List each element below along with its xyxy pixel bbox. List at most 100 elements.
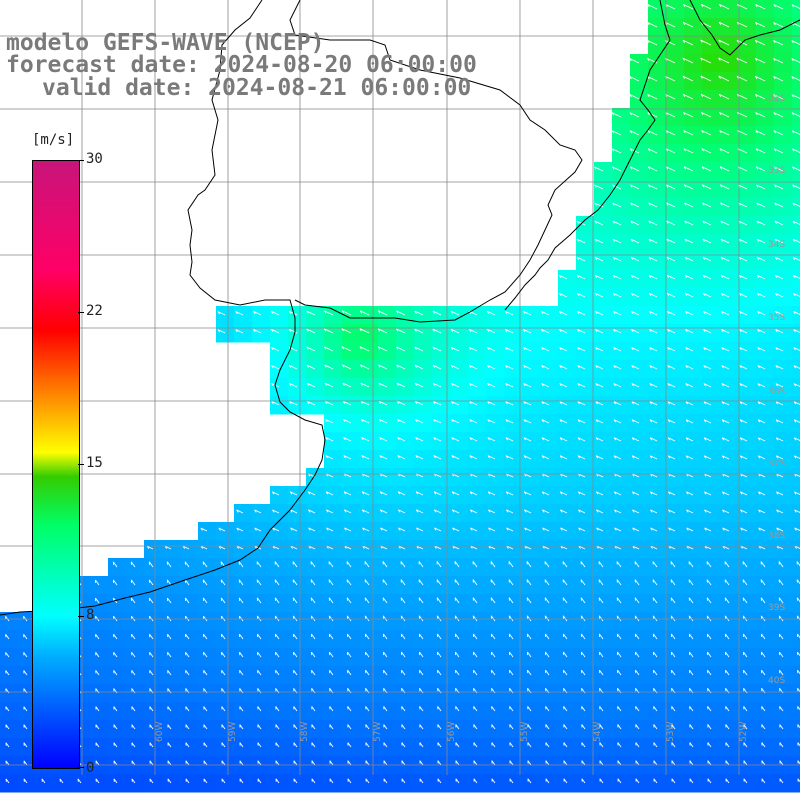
wind-speed-cell — [774, 306, 793, 325]
wind-speed-cell — [324, 306, 343, 325]
wind-arrow — [631, 310, 640, 316]
wind-speed-cell — [558, 576, 577, 595]
wind-speed-cell — [702, 180, 721, 199]
wind-arrow-head — [432, 382, 436, 386]
wind-speed-cell — [702, 468, 721, 487]
wind-arrow — [736, 57, 748, 64]
wind-speed-cell — [378, 450, 397, 469]
wind-speed-cell — [612, 558, 631, 577]
wind-arrow — [325, 491, 334, 496]
wind-speed-cell — [684, 360, 703, 379]
wind-arrow — [185, 724, 190, 730]
wind-speed-cell — [414, 774, 433, 793]
wind-arrow — [775, 401, 784, 406]
wind-arrow — [665, 75, 676, 82]
wind-arrow — [578, 527, 586, 532]
wind-speed-cell — [378, 612, 397, 631]
wind-speed-cell — [216, 594, 235, 613]
wind-speed-cell — [216, 666, 235, 685]
wind-arrow — [562, 615, 568, 622]
wind-arrow — [743, 633, 748, 640]
wind-arrow-head — [721, 455, 725, 459]
wind-arrow — [665, 112, 676, 118]
wind-speed-cell — [774, 720, 793, 739]
wind-arrow-head — [739, 311, 742, 315]
wind-arrow — [578, 491, 586, 496]
wind-speed-cell — [756, 576, 775, 595]
wind-speed-cell — [792, 738, 800, 757]
wind-speed-cell — [108, 630, 127, 649]
wind-arrow-head — [774, 202, 777, 206]
wind-arrow-head — [719, 112, 722, 116]
wind-arrow — [362, 545, 370, 550]
wind-speed-cell — [468, 324, 487, 343]
wind-arrow-head — [685, 419, 689, 423]
wind-speed-cell — [666, 162, 685, 181]
wind-arrow — [683, 111, 694, 118]
wind-arrow-head — [577, 401, 580, 405]
wind-speed-cell — [774, 594, 793, 613]
wind-arrow — [527, 669, 532, 676]
wind-speed-cell — [486, 630, 505, 649]
wind-arrow — [755, 112, 766, 118]
wind-arrow — [359, 328, 370, 334]
wind-speed-cell — [126, 666, 145, 685]
wind-arrow — [437, 724, 442, 730]
wind-speed-cell — [684, 648, 703, 667]
wind-speed-cell — [396, 306, 415, 325]
wind-arrow — [704, 545, 712, 550]
wind-speed-cell — [702, 54, 721, 73]
wind-speed-cell — [738, 144, 757, 163]
wind-speed-cell — [468, 702, 487, 721]
wind-arrow — [703, 401, 712, 406]
wind-arrow — [683, 3, 694, 10]
wind-arrow — [649, 365, 658, 370]
wind-arrow — [203, 742, 208, 748]
wind-arrow — [635, 778, 640, 784]
wind-speed-cell — [576, 522, 595, 541]
wind-arrow — [454, 615, 460, 622]
wind-arrow — [616, 579, 622, 586]
wind-arrow-head — [773, 40, 776, 44]
wind-speed-cell — [612, 126, 631, 145]
wind-arrow-head — [740, 527, 743, 531]
wind-speed-cell — [738, 18, 757, 37]
wind-speed-cell — [522, 648, 541, 667]
wind-speed-cell — [666, 378, 685, 397]
wind-arrow — [776, 545, 784, 550]
wind-arrow — [671, 760, 676, 766]
wind-speed-cell — [198, 612, 217, 631]
wind-arrow-head — [414, 401, 418, 405]
wind-speed-cell — [774, 702, 793, 721]
wind-speed-cell — [216, 630, 235, 649]
wind-arrow — [506, 545, 514, 550]
wind-speed-cell — [792, 432, 800, 451]
wind-speed-cell — [792, 630, 800, 649]
wind-arrow — [239, 706, 244, 712]
wind-speed-cell — [558, 720, 577, 739]
wind-arrow-head — [755, 112, 758, 116]
wind-arrow — [647, 94, 658, 100]
wind-arrow — [689, 778, 694, 784]
wind-speed-cell — [666, 540, 685, 559]
wind-arrow-head — [721, 365, 724, 369]
wind-arrow — [595, 437, 604, 442]
wind-arrow — [685, 419, 694, 424]
wind-arrow-head — [720, 256, 724, 260]
wind-arrow — [167, 633, 172, 640]
wind-speed-cell — [450, 522, 469, 541]
wind-speed-cell — [648, 108, 667, 127]
wind-speed-cell — [666, 684, 685, 703]
wind-arrow — [272, 509, 280, 514]
wind-speed-cell — [396, 684, 415, 703]
wind-speed-cell — [702, 522, 721, 541]
wind-arrow-head — [700, 39, 703, 43]
wind-speed-cell — [576, 576, 595, 595]
wind-arrow — [612, 130, 622, 136]
wind-arrow — [686, 527, 694, 532]
wind-speed-cell — [666, 288, 685, 307]
wind-arrow — [635, 724, 640, 730]
wind-arrow — [797, 633, 800, 639]
wind-arrow — [166, 561, 172, 568]
wind-arrow-head — [739, 419, 743, 423]
